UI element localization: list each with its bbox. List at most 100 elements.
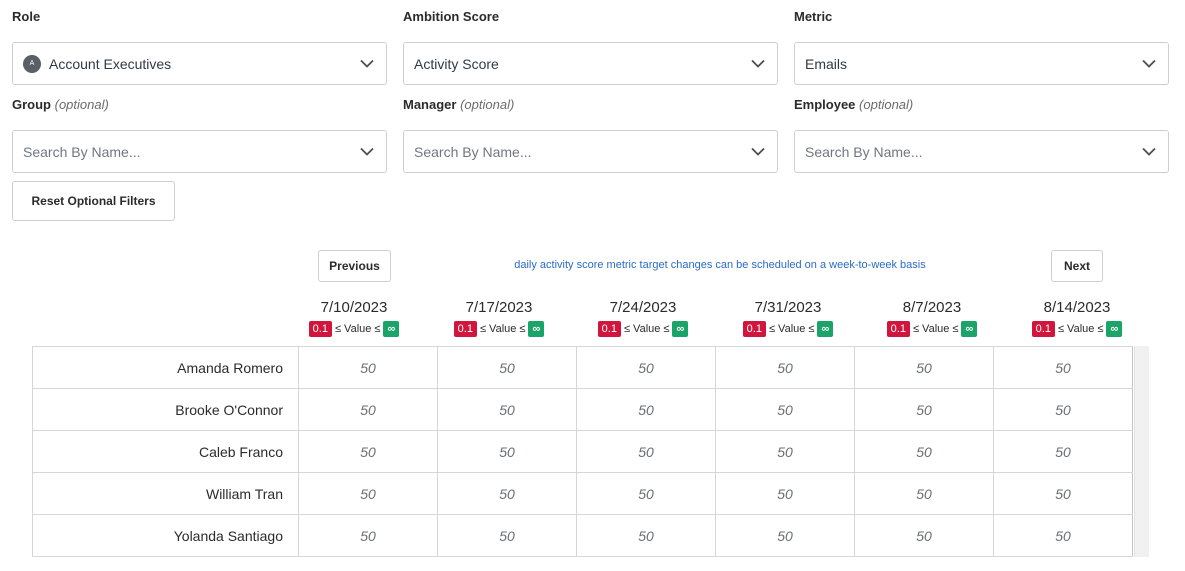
target-range: 0.1 ≤ Value ≤ ∞: [573, 321, 713, 337]
chevron-down-icon: [1142, 57, 1156, 71]
group-select[interactable]: Search By Name...: [12, 130, 387, 173]
employee-name-cell: William Tran: [33, 473, 299, 514]
target-value-cell[interactable]: 50: [855, 347, 994, 388]
employee-name-cell: Brooke O'Connor: [33, 389, 299, 430]
min-target-badge[interactable]: 0.1: [886, 321, 910, 337]
column-header: 7/17/2023 0.1 ≤ Value ≤ ∞: [429, 299, 569, 337]
column-date: 8/14/2023: [1043, 299, 1111, 316]
chevron-down-icon: [751, 145, 765, 159]
max-target-badge[interactable]: ∞: [383, 321, 400, 337]
max-target-badge[interactable]: ∞: [817, 321, 834, 337]
target-value-cell[interactable]: 50: [438, 347, 577, 388]
group-search-input[interactable]: Search By Name...: [23, 143, 141, 160]
target-value-cell[interactable]: 50: [299, 515, 438, 556]
role-avatar-icon: A: [23, 54, 41, 73]
schedule-note: daily activity score metric target chang…: [514, 259, 926, 271]
min-target-badge[interactable]: 0.1: [1031, 321, 1055, 337]
column-header: 7/10/2023 0.1 ≤ Value ≤ ∞: [284, 299, 424, 337]
chevron-down-icon: [1142, 145, 1156, 159]
max-target-badge[interactable]: ∞: [1106, 321, 1123, 337]
min-target-badge[interactable]: 0.1: [453, 321, 477, 337]
max-target-badge[interactable]: ∞: [528, 321, 545, 337]
target-value-cell[interactable]: 50: [716, 347, 855, 388]
target-value-cell[interactable]: 50: [299, 431, 438, 472]
target-value-cell[interactable]: 50: [716, 431, 855, 472]
target-value-cell[interactable]: 50: [855, 473, 994, 514]
target-value-cell[interactable]: 50: [438, 389, 577, 430]
target-range: 0.1 ≤ Value ≤ ∞: [429, 321, 569, 337]
range-text: ≤ Value ≤: [334, 323, 381, 335]
column-header: 7/24/2023 0.1 ≤ Value ≤ ∞: [573, 299, 713, 337]
target-value-cell[interactable]: 50: [855, 515, 994, 556]
reset-optional-filters-button[interactable]: Reset Optional Filters: [12, 181, 175, 221]
column-date: 8/7/2023: [902, 299, 962, 316]
table-scrollbar[interactable]: [1134, 346, 1149, 557]
previous-button[interactable]: Previous: [318, 250, 391, 282]
target-value-cell[interactable]: 50: [716, 389, 855, 430]
next-button[interactable]: Next: [1051, 250, 1103, 282]
target-value-cell[interactable]: 50: [577, 515, 716, 556]
employee-select[interactable]: Search By Name...: [794, 130, 1169, 173]
metric-select-value: Emails: [805, 55, 848, 72]
target-range: 0.1 ≤ Value ≤ ∞: [862, 321, 1002, 337]
metric-select[interactable]: Emails: [794, 42, 1169, 85]
target-value-cell[interactable]: 50: [994, 389, 1133, 430]
min-target-badge[interactable]: 0.1: [308, 321, 332, 337]
targets-table: Amanda Romero 50 50 50 50 50 50 Brooke O'Connor…: [32, 346, 1133, 557]
column-header: 7/31/2023 0.1 ≤ Value ≤ ∞: [718, 299, 858, 337]
target-value-cell[interactable]: 50: [716, 515, 855, 556]
target-value-cell[interactable]: 50: [577, 389, 716, 430]
employee-label: Employee (optional): [794, 97, 914, 112]
employee-name-cell: Yolanda Santiago: [33, 515, 299, 556]
target-value-cell[interactable]: 50: [299, 389, 438, 430]
target-value-cell[interactable]: 50: [577, 347, 716, 388]
manager-select[interactable]: Search By Name...: [403, 130, 778, 173]
table-row: Yolanda Santiago 50 50 50 50 50 50: [33, 515, 1133, 557]
target-value-cell[interactable]: 50: [994, 473, 1133, 514]
role-select[interactable]: A Account Executives: [12, 42, 387, 85]
target-value-cell[interactable]: 50: [994, 515, 1133, 556]
employee-name-cell: Caleb Franco: [33, 431, 299, 472]
max-target-badge[interactable]: ∞: [672, 321, 689, 337]
target-value-cell[interactable]: 50: [855, 431, 994, 472]
target-range: 0.1 ≤ Value ≤ ∞: [718, 321, 858, 337]
ambition-label: Ambition Score: [403, 9, 500, 24]
target-value-cell[interactable]: 50: [299, 347, 438, 388]
group-label: Group (optional): [12, 97, 109, 112]
target-value-cell[interactable]: 50: [299, 473, 438, 514]
target-value-cell[interactable]: 50: [855, 389, 994, 430]
target-range: 0.1 ≤ Value ≤ ∞: [284, 321, 424, 337]
target-value-cell[interactable]: 50: [438, 473, 577, 514]
min-target-badge[interactable]: 0.1: [742, 321, 766, 337]
target-value-cell[interactable]: 50: [577, 431, 716, 472]
column-date: 7/31/2023: [754, 299, 822, 316]
range-text: ≤ Value ≤: [768, 323, 815, 335]
manager-search-input[interactable]: Search By Name...: [414, 143, 532, 160]
ambition-field: Ambition Score Activity Score: [403, 8, 778, 85]
target-value-cell[interactable]: 50: [716, 473, 855, 514]
employee-search-input[interactable]: Search By Name...: [805, 143, 923, 160]
chevron-down-icon: [360, 57, 374, 71]
table-row: Brooke O'Connor 50 50 50 50 50 50: [33, 389, 1133, 431]
table-row: William Tran 50 50 50 50 50 50: [33, 473, 1133, 515]
manager-field: Manager (optional) Search By Name...: [403, 96, 778, 173]
target-value-cell[interactable]: 50: [994, 431, 1133, 472]
role-label: Role: [12, 9, 41, 24]
manager-label: Manager (optional): [403, 97, 515, 112]
target-value-cell[interactable]: 50: [994, 347, 1133, 388]
metric-field: Metric Emails: [794, 8, 1169, 85]
range-text: ≤ Value ≤: [479, 323, 526, 335]
ambition-select[interactable]: Activity Score: [403, 42, 778, 85]
max-target-badge[interactable]: ∞: [961, 321, 978, 337]
target-value-cell[interactable]: 50: [438, 515, 577, 556]
target-value-cell[interactable]: 50: [577, 473, 716, 514]
table-row: Amanda Romero 50 50 50 50 50 50: [33, 347, 1133, 389]
role-field: Role A Account Executives: [12, 8, 387, 85]
role-select-value: Account Executives: [49, 55, 172, 72]
metric-label: Metric: [794, 9, 833, 24]
min-target-badge[interactable]: 0.1: [597, 321, 621, 337]
group-field: Group (optional) Search By Name...: [12, 96, 387, 173]
chevron-down-icon: [751, 57, 765, 71]
column-date: 7/10/2023: [320, 299, 388, 316]
target-value-cell[interactable]: 50: [438, 431, 577, 472]
